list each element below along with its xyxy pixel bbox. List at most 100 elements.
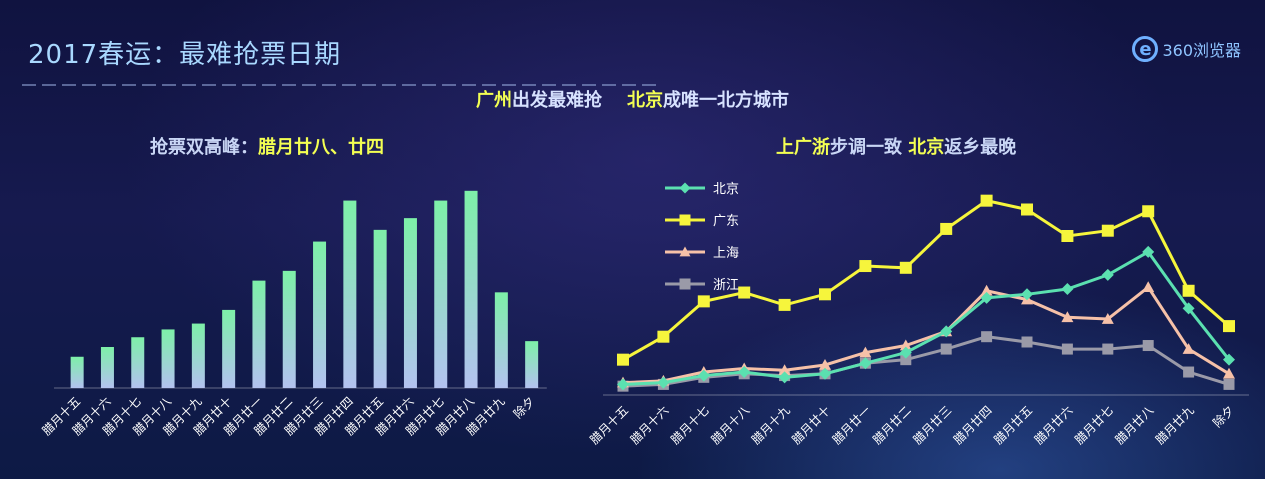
line-x-tick-label: 腊月十六 bbox=[628, 403, 672, 447]
data-point bbox=[697, 295, 710, 308]
bar bbox=[252, 280, 266, 388]
bar bbox=[222, 309, 236, 388]
bar bbox=[313, 241, 327, 388]
data-point bbox=[899, 346, 912, 359]
data-point bbox=[1061, 230, 1074, 242]
legend-item: 上海 bbox=[665, 246, 739, 261]
legend-marker bbox=[679, 278, 691, 290]
line-x-tick-label: 腊月廿五 bbox=[991, 403, 1035, 447]
line-x-tick-label: 腊月廿八 bbox=[1112, 403, 1156, 447]
data-point bbox=[778, 298, 791, 311]
left-chart-title-highlight: 腊月廿八、廿四 bbox=[258, 137, 384, 158]
bar bbox=[464, 190, 478, 388]
legend-marker bbox=[679, 246, 691, 257]
line-x-tick-label: 腊月廿七 bbox=[1072, 403, 1116, 447]
legend-marker bbox=[679, 182, 691, 194]
data-point bbox=[1142, 245, 1155, 258]
bar bbox=[434, 200, 448, 388]
line-x-tick-label: 除夕 bbox=[1210, 403, 1238, 431]
bar bbox=[191, 323, 205, 388]
data-point bbox=[1061, 343, 1073, 355]
data-point bbox=[1182, 302, 1195, 315]
line-x-tick-label: 腊月廿三 bbox=[910, 403, 954, 447]
subtitle-text-2: 成唯一北方城市 bbox=[663, 90, 790, 111]
line-x-tick-label: 腊月十八 bbox=[708, 403, 752, 447]
data-point bbox=[1183, 366, 1195, 378]
series-0 bbox=[617, 245, 1235, 391]
data-point bbox=[738, 366, 751, 379]
data-point bbox=[1142, 205, 1155, 218]
subtitle-highlight-beijing: 北京 bbox=[627, 90, 664, 111]
line-chart: 腊月十五腊月十六腊月十七腊月十八腊月十九腊月廿十腊月廿一腊月廿二腊月廿三腊月廿四… bbox=[587, 182, 1249, 447]
data-point bbox=[1142, 281, 1155, 293]
line-x-tick-label: 腊月廿六 bbox=[1032, 403, 1076, 447]
bar bbox=[70, 356, 84, 388]
series-1 bbox=[617, 194, 1235, 366]
bar bbox=[343, 200, 357, 388]
data-point bbox=[859, 357, 872, 370]
data-point bbox=[980, 194, 993, 207]
data-point bbox=[1182, 343, 1195, 354]
data-point bbox=[657, 376, 670, 389]
bar bbox=[282, 270, 296, 388]
data-point bbox=[1101, 268, 1114, 281]
data-point bbox=[900, 354, 912, 366]
bar bbox=[403, 218, 417, 388]
data-point bbox=[1223, 320, 1235, 333]
data-point bbox=[819, 367, 831, 380]
legend-label: 广东 bbox=[713, 214, 739, 229]
series-line bbox=[622, 335, 1230, 388]
data-point bbox=[980, 291, 993, 304]
legend-item: 浙江 bbox=[665, 278, 739, 293]
browser-logo: e 360浏览器 bbox=[1132, 36, 1241, 62]
line-x-tick-label: 腊月十九 bbox=[749, 403, 793, 447]
line-x-tick-label: 腊月廿一 bbox=[830, 403, 874, 447]
right-chart-title-text2: 返乡最晚 bbox=[944, 137, 1017, 158]
data-point bbox=[1142, 340, 1154, 352]
data-point bbox=[940, 343, 952, 355]
data-point bbox=[1021, 336, 1033, 348]
page-title: 2017春运：最难抢票日期 bbox=[28, 40, 342, 70]
series-line bbox=[622, 285, 1230, 385]
data-point bbox=[617, 378, 629, 391]
data-point bbox=[738, 286, 751, 299]
series-line bbox=[622, 249, 1231, 386]
right-chart-title-hl2: 北京 bbox=[908, 137, 945, 158]
logo-text: 360浏览器 bbox=[1162, 41, 1241, 60]
data-point bbox=[859, 260, 872, 273]
data-point bbox=[778, 364, 791, 376]
bar bbox=[373, 229, 387, 388]
data-point bbox=[859, 346, 872, 358]
data-point bbox=[1061, 311, 1074, 323]
left-chart-title-prefix: 抢票双高峰： bbox=[150, 137, 258, 158]
line-x-tick-label: 腊月十七 bbox=[668, 403, 712, 447]
data-point bbox=[940, 325, 953, 338]
line-x-tick-label: 腊月廿九 bbox=[1153, 403, 1197, 447]
legend-label: 浙江 bbox=[713, 278, 739, 293]
data-point bbox=[899, 261, 912, 274]
data-point bbox=[1223, 378, 1235, 390]
legend-label: 上海 bbox=[713, 246, 739, 261]
data-point bbox=[1223, 353, 1235, 366]
left-chart-title: 抢票双高峰：腊月廿八、廿四 bbox=[150, 133, 384, 159]
series-line bbox=[622, 199, 1230, 361]
data-point bbox=[819, 288, 831, 301]
data-point bbox=[981, 331, 993, 343]
data-point bbox=[697, 369, 710, 382]
subtitle-text-1: 出发最难抢 bbox=[511, 90, 602, 111]
data-point bbox=[778, 371, 791, 384]
subtitle-highlight-guangzhou: 广州 bbox=[475, 90, 512, 111]
line-x-tick-label: 腊月廿四 bbox=[951, 403, 995, 447]
data-point bbox=[1182, 284, 1195, 297]
data-point bbox=[1223, 367, 1235, 379]
series-3 bbox=[617, 331, 1235, 392]
bar bbox=[131, 337, 145, 388]
bar bbox=[161, 329, 175, 388]
data-point bbox=[657, 330, 670, 343]
bar bbox=[494, 292, 508, 388]
bar bbox=[100, 347, 114, 388]
data-point bbox=[980, 284, 993, 296]
legend-item: 广东 bbox=[665, 214, 739, 229]
title-divider bbox=[22, 84, 662, 86]
